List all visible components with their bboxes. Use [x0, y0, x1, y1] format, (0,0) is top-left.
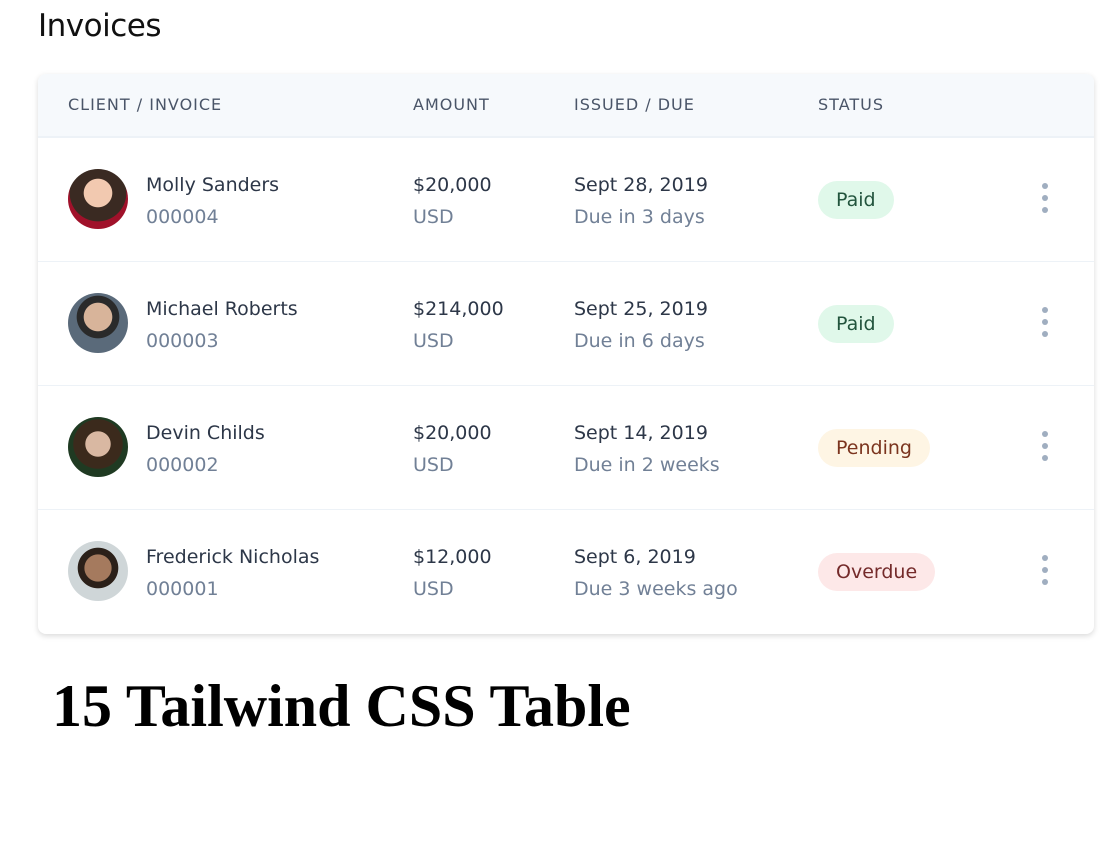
currency: USD	[413, 454, 454, 476]
table-row: Devin Childs 000002 $20,000 USD Sept 14,…	[38, 386, 1094, 510]
avatar	[68, 541, 128, 601]
invoice-number: 000004	[146, 206, 219, 228]
invoices-table: CLIENT / INVOICE AMOUNT ISSUED / DUE STA…	[38, 74, 1094, 634]
invoice-number: 000003	[146, 330, 219, 352]
table-row: Frederick Nicholas 000001 $12,000 USD Se…	[38, 510, 1094, 633]
due-text: Due in 3 days	[574, 206, 705, 228]
more-options-icon[interactable]	[1039, 555, 1051, 589]
currency: USD	[413, 206, 454, 228]
issued-date: Sept 14, 2019	[574, 422, 708, 444]
more-options-icon[interactable]	[1039, 431, 1051, 465]
invoice-number: 000002	[146, 454, 219, 476]
header-issued-due: ISSUED / DUE	[574, 95, 695, 114]
amount: $214,000	[413, 298, 504, 320]
avatar	[68, 417, 128, 477]
status-badge: Overdue	[818, 553, 936, 591]
client-name: Molly Sanders	[146, 174, 280, 196]
table-header: CLIENT / INVOICE AMOUNT ISSUED / DUE STA…	[38, 74, 1094, 138]
status-badge: Paid	[818, 181, 894, 219]
currency: USD	[413, 330, 454, 352]
due-text: Due in 6 days	[574, 330, 705, 352]
more-options-icon[interactable]	[1039, 183, 1051, 217]
issued-date: Sept 28, 2019	[574, 174, 708, 196]
currency: USD	[413, 578, 454, 600]
header-amount: AMOUNT	[413, 95, 490, 114]
table-row: Molly Sanders 000004 $20,000 USD Sept 28…	[38, 138, 1094, 262]
table-row: Michael Roberts 000003 $214,000 USD Sept…	[38, 262, 1094, 386]
amount: $12,000	[413, 546, 492, 568]
status-badge: Pending	[818, 429, 930, 467]
amount: $20,000	[413, 422, 492, 444]
issued-date: Sept 25, 2019	[574, 298, 708, 320]
client-name: Frederick Nicholas	[146, 546, 320, 568]
due-text: Due in 2 weeks	[574, 454, 720, 476]
header-status: STATUS	[818, 95, 885, 114]
status-badge: Paid	[818, 305, 894, 343]
page-title: Invoices	[38, 8, 161, 44]
footer-heading: 15 Tailwind CSS Table	[52, 673, 631, 739]
header-client-invoice: CLIENT / INVOICE	[68, 95, 223, 114]
more-options-icon[interactable]	[1039, 307, 1051, 341]
amount: $20,000	[413, 174, 492, 196]
issued-date: Sept 6, 2019	[574, 546, 696, 568]
client-name: Devin Childs	[146, 422, 265, 444]
avatar	[68, 293, 128, 353]
avatar	[68, 169, 128, 229]
invoice-number: 000001	[146, 578, 219, 600]
client-name: Michael Roberts	[146, 298, 298, 320]
due-text: Due 3 weeks ago	[574, 578, 738, 600]
